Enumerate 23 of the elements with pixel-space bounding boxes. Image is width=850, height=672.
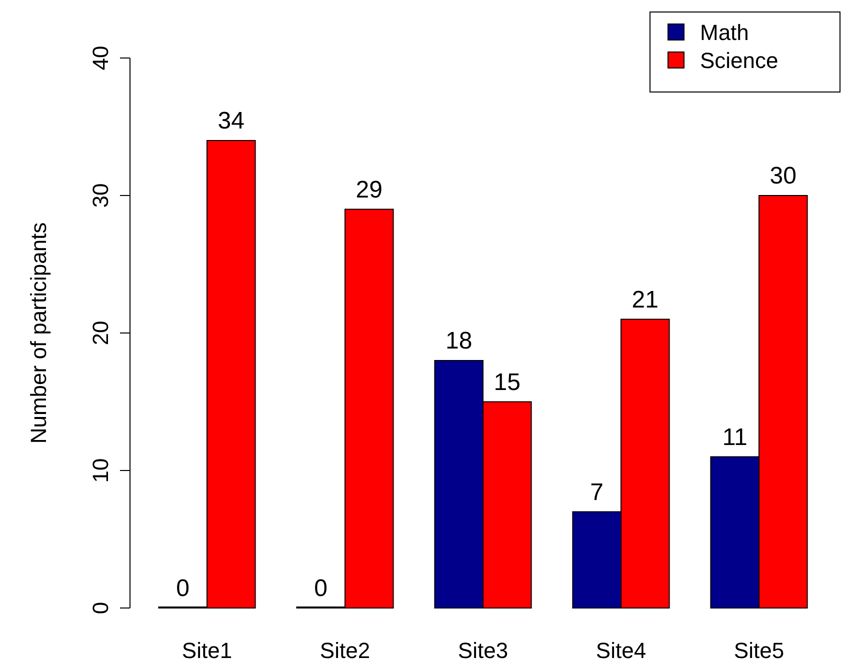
data-label: 34: [218, 108, 244, 134]
x-tick-label: Site2: [320, 638, 370, 663]
x-tick-label: Site5: [734, 638, 784, 663]
y-axis-title: Number of participants: [26, 222, 51, 444]
data-label: 29: [356, 176, 382, 204]
data-label: 15: [494, 368, 520, 396]
data-label: 30: [770, 162, 796, 190]
data-label: 18: [446, 328, 472, 354]
y-tick-label: 0: [88, 602, 113, 614]
x-tick-label: Site3: [458, 638, 508, 663]
legend-label: Science: [700, 48, 778, 73]
data-label: 21: [632, 286, 658, 314]
data-label: 7: [590, 478, 604, 506]
y-tick-label: 20: [88, 320, 113, 346]
legend-label: Math: [700, 20, 749, 45]
x-tick-label: Site1: [182, 638, 232, 663]
y-tick-label: 10: [88, 458, 113, 483]
data-label: 0: [176, 575, 190, 602]
y-tick-label: 30: [88, 183, 113, 208]
data-label: 0: [314, 575, 328, 602]
x-tick-label: Site4: [596, 638, 646, 663]
y-tick-label: 40: [88, 46, 113, 70]
data-label: 11: [722, 424, 748, 451]
